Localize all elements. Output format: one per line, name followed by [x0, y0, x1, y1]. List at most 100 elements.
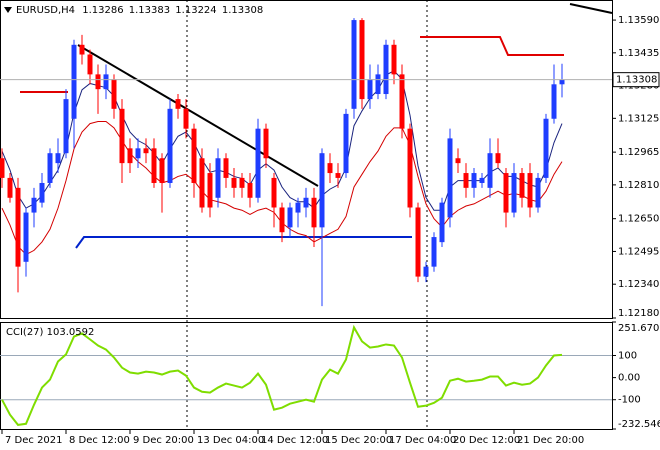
candle-body	[535, 177, 541, 208]
candle-body	[311, 197, 317, 228]
candle-body	[119, 108, 125, 164]
candle-body	[423, 266, 429, 277]
y-tick-label: 1.12650	[618, 214, 659, 225]
candle-body	[343, 113, 349, 174]
x-tick-label: 20 Dec 12:00	[453, 435, 520, 446]
candle-body	[47, 153, 53, 183]
candle-body	[111, 79, 117, 109]
symbol-icon	[4, 7, 12, 13]
level-line	[420, 36, 564, 56]
moving-average	[1, 70, 563, 211]
x-tick-label: 17 Dec 04:00	[389, 435, 456, 446]
y-tick-label: 1.12810	[618, 180, 659, 191]
x-tick-label: 8 Dec 12:00	[69, 435, 130, 446]
candle-body	[15, 187, 21, 267]
candle-body	[559, 79, 565, 85]
candle-body	[63, 99, 69, 154]
candle-body	[471, 173, 477, 188]
candle-body	[463, 173, 469, 188]
symbol: EURUSD,H4	[16, 5, 75, 16]
y-tick-label: 0.00	[618, 373, 640, 384]
candle-body	[375, 74, 381, 95]
candle-body	[183, 108, 189, 129]
y-tick-label: 1.12495	[618, 246, 659, 257]
y-tick-label: 100	[618, 351, 637, 362]
candle-body	[543, 118, 549, 178]
last-close: 1.13308	[222, 5, 263, 16]
candle-body	[367, 79, 373, 100]
frame	[0, 0, 613, 430]
x-tick-label: 14 Dec 12:00	[261, 435, 328, 446]
last-high: 1.13383	[129, 5, 170, 16]
candle-body	[399, 74, 405, 129]
candle-body	[239, 177, 245, 188]
candle-body	[135, 148, 141, 159]
cci-title: CCI(27)	[6, 327, 44, 338]
candle-body	[303, 197, 309, 208]
candle-body	[383, 44, 389, 95]
candle-body	[55, 153, 61, 164]
chart-header: EURUSD,H4 1.13286 1.13383 1.13224 1.1330…	[16, 5, 263, 16]
y-tick-label: 1.12965	[618, 147, 659, 158]
y-tick-label: 1.12180	[618, 308, 659, 319]
trend-line	[77, 44, 319, 187]
candle-body	[415, 207, 421, 277]
candle-body	[143, 148, 149, 154]
candle-body	[327, 163, 333, 174]
candle-body	[0, 158, 5, 178]
y-tick-label: 1.13435	[618, 48, 659, 59]
candle-body	[391, 44, 397, 75]
candle-body	[199, 158, 205, 208]
candle-body	[31, 197, 37, 213]
candle-body	[127, 148, 133, 164]
candle-body	[255, 128, 261, 198]
candle-body	[519, 173, 525, 198]
candle-body	[503, 173, 509, 213]
last-low: 1.13224	[175, 5, 216, 16]
candle-body	[431, 237, 437, 267]
candle-body	[295, 202, 301, 213]
candle-body	[439, 202, 445, 243]
y-tick-label: 1.13125	[618, 113, 659, 124]
x-tick-label: 9 Dec 20:00	[133, 435, 194, 446]
candle-body	[87, 54, 93, 75]
candle-body	[71, 44, 77, 119]
candle-body	[103, 74, 109, 90]
candle-body	[551, 84, 557, 119]
candle-body	[479, 177, 485, 183]
candle-body	[191, 128, 197, 183]
candle-body	[447, 138, 453, 218]
candle-body	[287, 207, 293, 228]
candle-body	[7, 177, 13, 198]
candle-body	[263, 128, 269, 159]
candle-body	[215, 158, 221, 198]
y-tick-label: 1.13590	[618, 15, 659, 26]
candle-body	[407, 128, 413, 208]
y-tick-label: -100	[618, 395, 641, 406]
cci-last: 103.0592	[47, 327, 95, 338]
marks: 1.135901.134351.132801.131251.129651.128…	[0, 15, 660, 446]
candle-body	[495, 153, 501, 164]
x-tick-label: 15 Dec 20:00	[325, 435, 392, 446]
cci-line	[1, 324, 563, 426]
candle-body	[487, 153, 493, 188]
candle-body	[39, 182, 45, 203]
y-tick-label: -232.546	[618, 419, 660, 430]
bid-label: 1.13308	[616, 75, 657, 86]
candle-body	[455, 158, 461, 164]
last-open: 1.13286	[82, 5, 123, 16]
candle-body	[359, 20, 365, 100]
candle-body	[167, 108, 173, 183]
candle-body	[231, 177, 237, 188]
candle-body	[223, 158, 229, 178]
x-tick-label: 7 Dec 2021	[5, 435, 63, 446]
level-line	[75, 236, 412, 249]
candle-body	[175, 99, 181, 109]
candle-body	[95, 74, 101, 90]
candle-body	[279, 207, 285, 233]
x-tick-label: 13 Dec 04:00	[197, 435, 264, 446]
candle-body	[23, 212, 29, 262]
candle-body	[335, 173, 341, 178]
